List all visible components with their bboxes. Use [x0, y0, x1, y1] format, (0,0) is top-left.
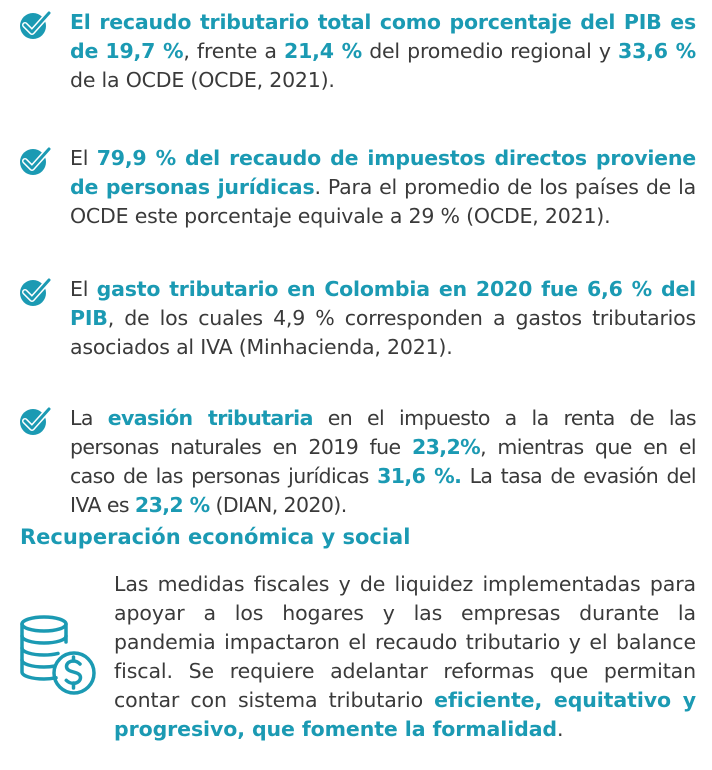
segment: evasión tributaria — [107, 406, 314, 430]
segment: de la OCDE (OCDE, 2021). — [70, 68, 335, 92]
bullet-text-4: La evasión tributaria en el impuesto a l… — [70, 404, 697, 520]
segment: El recaudo tributario total como porcent… — [70, 10, 696, 63]
bullet-text-3: El gasto tributario en Colombia en 2020 … — [70, 275, 696, 362]
segment: Las medidas fiscales y de liquidez imple… — [114, 572, 696, 712]
segment: . — [557, 717, 564, 741]
segment: 31,6 %. — [377, 464, 462, 488]
segment: El — [70, 146, 97, 170]
segment: , frente a — [183, 39, 284, 63]
segment: , mientras que en el caso de las persona… — [70, 435, 697, 488]
segment: La tasa de evasión del IVA es — [70, 464, 697, 517]
section-paragraph: Las medidas fiscales y de liquidez imple… — [114, 570, 696, 744]
segment: La — [70, 406, 108, 430]
segment: , de los cuales 4,9 % corresponden a gas… — [70, 306, 696, 359]
segment: eficiente, equitativo y progresivo, que … — [114, 688, 696, 741]
check-icon — [20, 277, 52, 306]
segment: (DIAN, 2020). — [209, 493, 348, 517]
bullet-text-1: El recaudo tributario total como porcent… — [70, 8, 696, 95]
segment: en el impuesto a la renta de las persona… — [70, 406, 697, 459]
segment: del promedio regional y — [361, 39, 619, 63]
segment: 19,7 % — [105, 39, 184, 63]
segment: 33,6 % — [618, 39, 696, 63]
check-icon — [20, 10, 52, 39]
segment: gasto tributario en Colombia en 2020 fue… — [70, 277, 696, 330]
segment: . Para el promedio de los países de la O… — [70, 175, 696, 228]
segment: 23,2 % — [134, 493, 210, 517]
segment: El — [70, 277, 97, 301]
segment: 79,9 % del recaudo de impuestos directos… — [70, 146, 696, 199]
segment: 23,2% — [411, 435, 481, 459]
section-title: Recuperación económica y social — [20, 525, 411, 549]
bullet-text-2: El 79,9 % del recaudo de impuestos direc… — [70, 144, 696, 231]
segment: 21,4 % — [284, 39, 362, 63]
check-icon — [20, 406, 52, 435]
check-icon — [20, 146, 52, 175]
money-stack-icon — [20, 615, 96, 695]
